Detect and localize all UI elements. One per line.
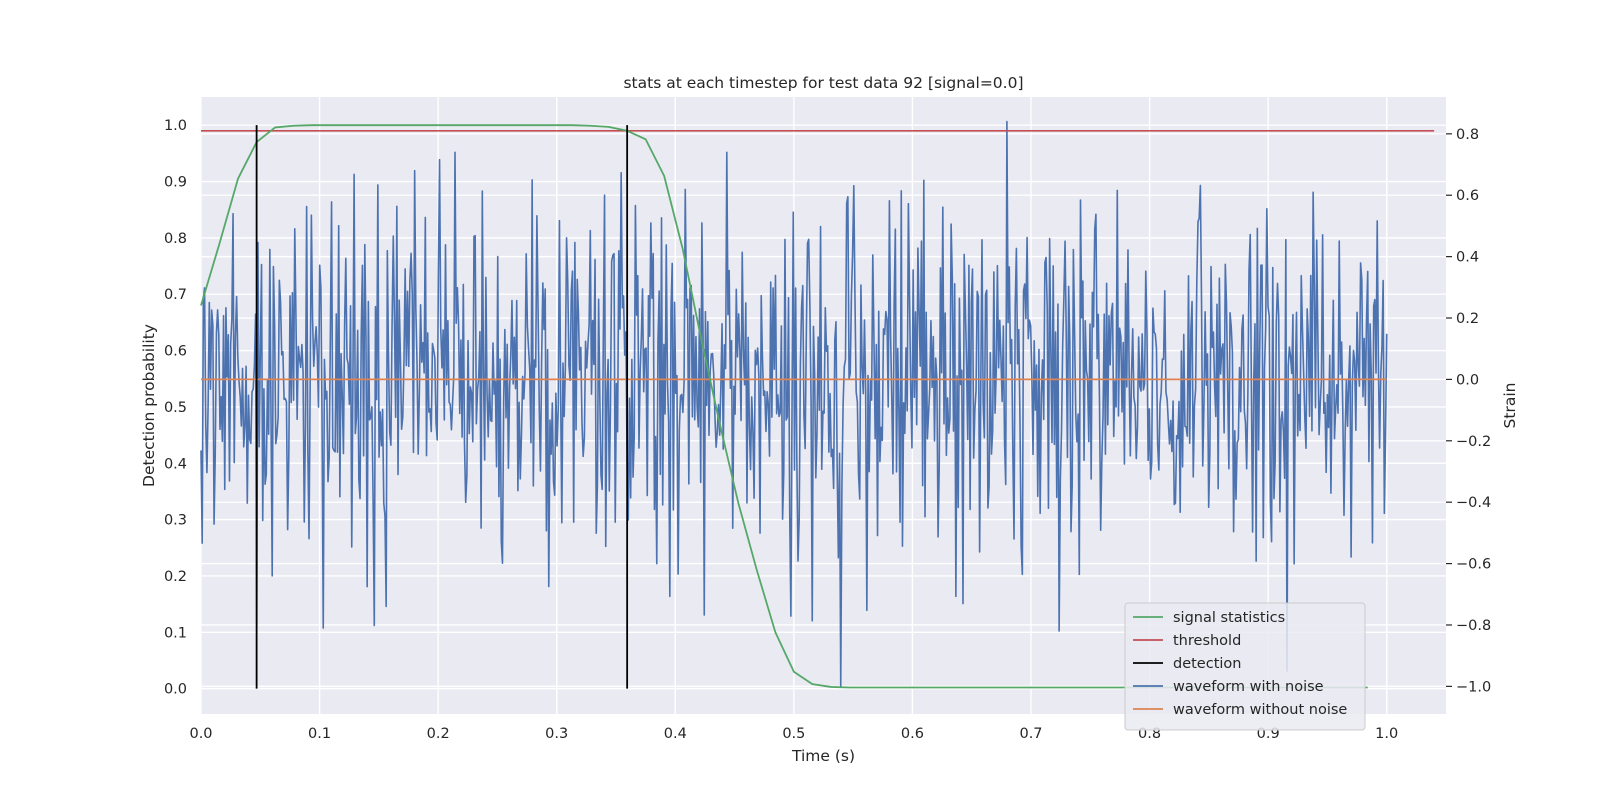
y-tick-label: 0.5 <box>164 400 187 416</box>
x-tick-label: 0.4 <box>664 726 687 742</box>
y2-tick-label: 0.0 <box>1456 372 1479 388</box>
x-tick-label: 0.7 <box>1019 726 1042 742</box>
y-tick-label: 0.8 <box>164 231 187 247</box>
x-axis-label: Time (s) <box>791 747 855 765</box>
y2-tick-label: −0.8 <box>1456 618 1491 634</box>
legend-label: signal statistics <box>1173 610 1285 626</box>
legend-label: detection <box>1173 656 1241 672</box>
legend-box <box>1124 602 1366 731</box>
y2-tick-label: −0.4 <box>1456 495 1491 511</box>
x-tick-label: 0.5 <box>782 726 805 742</box>
signal-statistics-line <box>200 124 1368 689</box>
y-tick-label: 0.9 <box>164 175 187 191</box>
legend-label: waveform with noise <box>1173 679 1324 695</box>
y2-tick-label: 0.4 <box>1456 250 1479 266</box>
chart-marks <box>200 120 1435 689</box>
y2-tick-label: −0.6 <box>1456 557 1491 573</box>
x-tick-label: 0.6 <box>901 726 924 742</box>
y2-tick-label: 0.8 <box>1456 127 1479 143</box>
x-tick-label: 0.1 <box>308 726 331 742</box>
legend: signal statistics threshold detection wavef… <box>1124 602 1366 731</box>
y2-tick-label: 0.6 <box>1456 188 1479 204</box>
legend-label: waveform without noise <box>1173 702 1347 718</box>
y2-tick-label: 0.2 <box>1456 311 1479 327</box>
y-tick-label: 1.0 <box>164 118 187 134</box>
x-tick-label: 0.2 <box>427 726 450 742</box>
y2-tick-label: −0.2 <box>1456 434 1491 450</box>
y-tick-label: 0.1 <box>164 625 187 641</box>
y-tick-label: 0.3 <box>164 513 187 529</box>
y-tick-label: 0.2 <box>164 569 187 585</box>
waveform-with-noise-line <box>200 120 1388 688</box>
y-axis-label: Detection probability <box>140 324 158 487</box>
y-tick-label: 0.7 <box>164 287 187 303</box>
x-tick-label: 1.0 <box>1375 726 1398 742</box>
y-tick-label: 0.0 <box>164 682 187 698</box>
y2-tick-label: −1.0 <box>1456 679 1491 695</box>
legend-label: threshold <box>1173 633 1241 649</box>
y2-axis-label: Strain <box>1501 383 1519 429</box>
y-tick-label: 0.4 <box>164 456 187 472</box>
chart-title: stats at each timestep for test data 92 … <box>623 74 1023 92</box>
axes: 0.0 0.1 0.2 0.3 0.4 0.5 0.6 0.7 0.8 0.9 1.0 0.0 0.1 0… <box>164 118 1491 742</box>
y-tick-label: 0.6 <box>164 344 187 360</box>
x-tick-label: 0.0 <box>189 726 212 742</box>
x-tick-label: 0.3 <box>545 726 568 742</box>
